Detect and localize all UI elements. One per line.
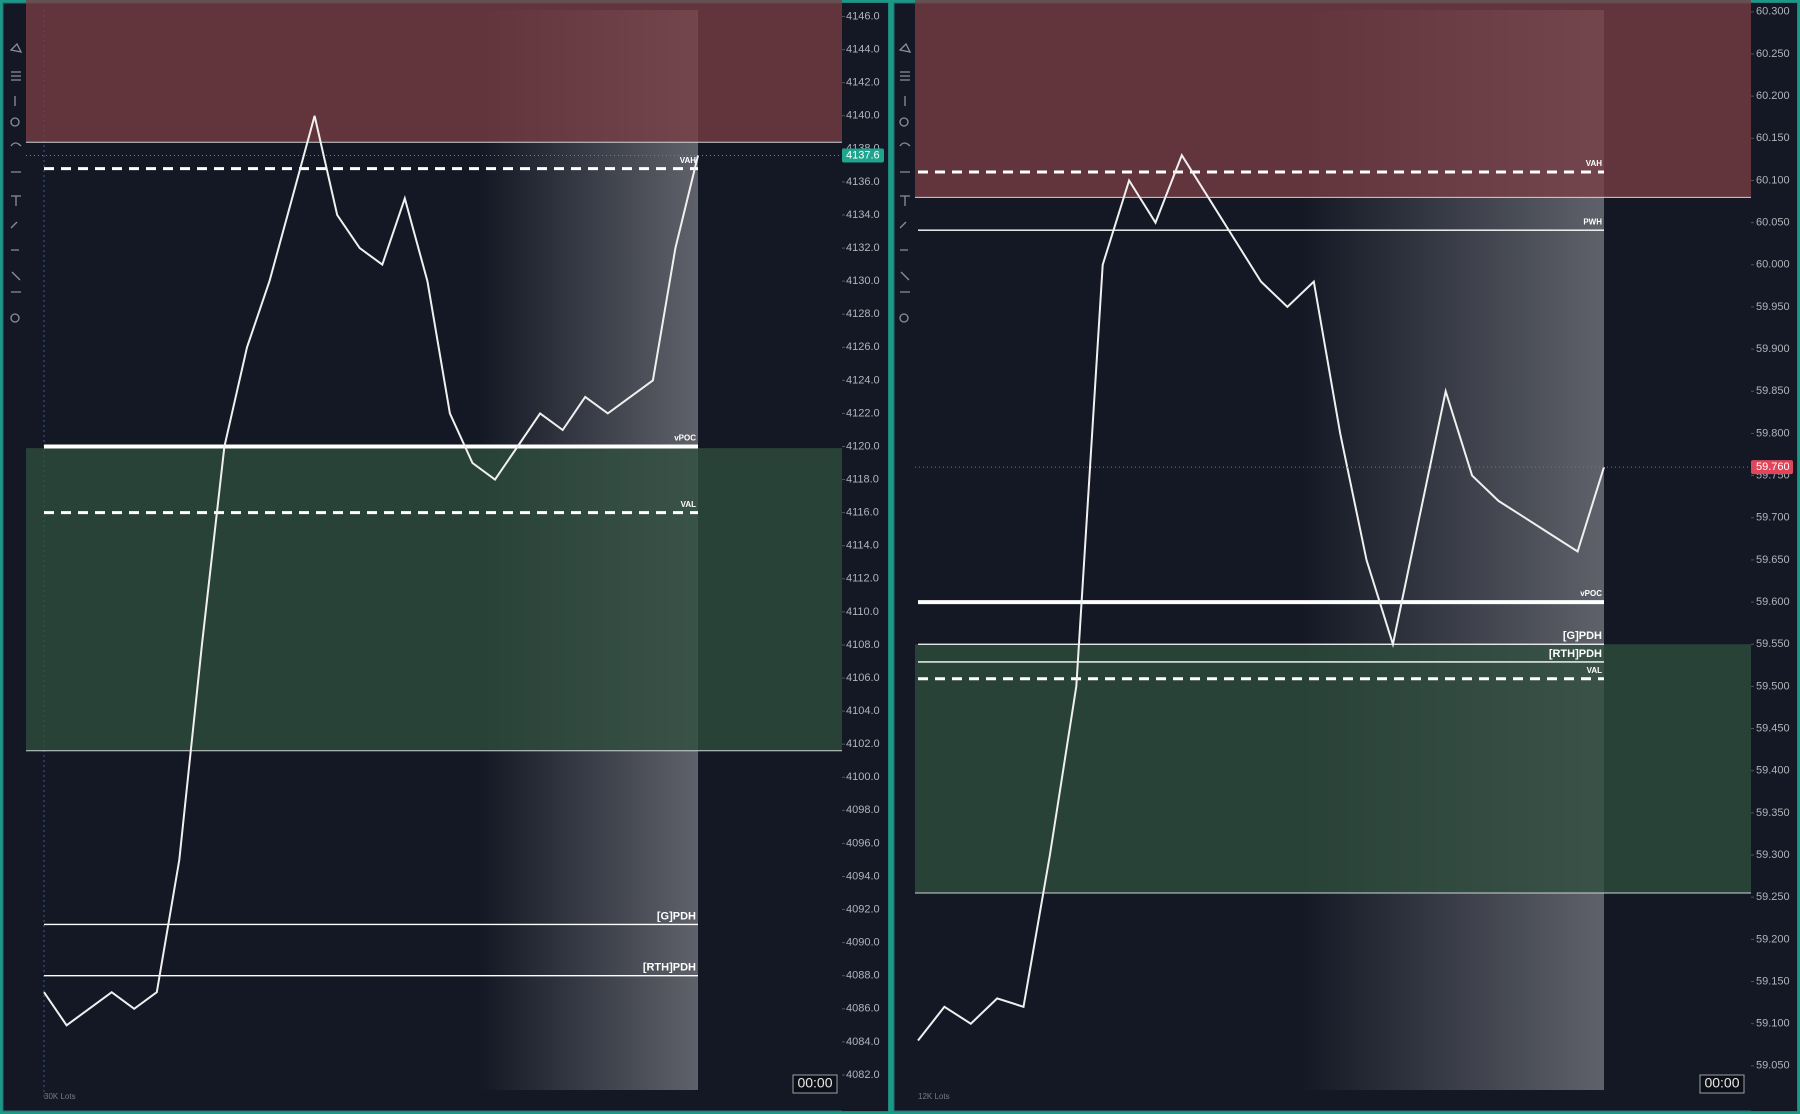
price-line xyxy=(917,152,1605,1042)
price-line xyxy=(43,115,699,1027)
y-tick-label: 59.850 xyxy=(1756,385,1790,397)
value-zone xyxy=(26,0,842,143)
y-tick-label: 4092.0 xyxy=(846,903,880,915)
clock: 00:00 xyxy=(1704,1075,1739,1091)
level-label: vPOC xyxy=(674,434,696,443)
y-tick-label: 4084.0 xyxy=(846,1036,880,1048)
y-tick-label: 4108.0 xyxy=(846,639,880,651)
y-tick-label: 4104.0 xyxy=(846,705,880,717)
y-tick-label: 59.700 xyxy=(1756,512,1790,524)
y-tick-label: 4088.0 xyxy=(846,970,880,982)
y-tick-label: 4130.0 xyxy=(846,275,880,287)
level-label: [G]PDH xyxy=(1563,630,1602,642)
y-tick-label: 60.250 xyxy=(1756,48,1790,60)
value-zone xyxy=(26,448,842,751)
last-price-box xyxy=(842,148,884,163)
y-tick-label: 4140.0 xyxy=(846,110,880,122)
y-tick-label: 59.400 xyxy=(1756,765,1790,777)
y-tick-label: 59.550 xyxy=(1756,638,1790,650)
clock-box xyxy=(792,1074,838,1094)
y-tick-label: 60.100 xyxy=(1756,174,1790,186)
y-tick-label: 4116.0 xyxy=(846,507,879,519)
y-tick-label: 4106.0 xyxy=(846,672,880,684)
y-tick-label: 4122.0 xyxy=(846,407,880,419)
last-price-box xyxy=(1751,460,1793,475)
y-tick-label: 59.200 xyxy=(1756,933,1790,945)
y-tick-label: 4098.0 xyxy=(846,804,880,816)
volume-unit: 30K Lots xyxy=(44,1092,76,1101)
toolbar-icons[interactable] xyxy=(9,42,23,323)
y-tick-label: 4142.0 xyxy=(846,77,880,89)
level-label: VAH xyxy=(1586,159,1603,168)
level-label: VAH xyxy=(680,156,697,165)
y-tick-label: 4102.0 xyxy=(846,738,880,750)
y-tick-label: 60.300 xyxy=(1756,6,1790,18)
y-tick-label: 60.200 xyxy=(1756,90,1790,102)
toolbar[interactable] xyxy=(899,20,911,320)
y-tick-label: 59.350 xyxy=(1756,807,1790,819)
y-tick-label: 4146.0 xyxy=(846,10,880,22)
y-tick-label: 59.950 xyxy=(1756,301,1790,313)
last-price-label: 4137.6 xyxy=(846,149,880,161)
y-tick-label: 59.150 xyxy=(1756,975,1790,987)
price-axis xyxy=(842,3,888,1111)
y-tick-label: 4136.0 xyxy=(846,176,880,188)
y-tick-label: 59.800 xyxy=(1756,427,1790,439)
y-tick-label: 4086.0 xyxy=(846,1003,880,1015)
y-tick-label: 60.150 xyxy=(1756,132,1790,144)
level-label: VAL xyxy=(1587,666,1603,675)
y-tick-label: 4144.0 xyxy=(846,44,880,56)
y-tick-label: 4132.0 xyxy=(846,242,880,254)
y-tick-label: 4126.0 xyxy=(846,341,880,353)
y-tick-label: 4124.0 xyxy=(846,374,880,386)
y-tick-label: 4120.0 xyxy=(846,440,880,452)
y-tick-label: 4110.0 xyxy=(846,606,879,618)
y-tick-label: 4114.0 xyxy=(846,540,879,552)
y-tick-label: 60.050 xyxy=(1756,217,1790,229)
clock: 00:00 xyxy=(797,1075,832,1091)
level-label: [RTH]PDH xyxy=(1549,648,1602,660)
toolbar-icons[interactable] xyxy=(898,42,912,323)
y-tick-label: 4096.0 xyxy=(846,837,880,849)
y-tick-label: 60.000 xyxy=(1756,259,1790,271)
y-tick-label: 4112.0 xyxy=(846,573,879,585)
y-tick-label: 59.100 xyxy=(1756,1018,1790,1030)
y-tick-label: 59.650 xyxy=(1756,554,1790,566)
y-tick-label: 4094.0 xyxy=(846,870,880,882)
y-tick-label: 4082.0 xyxy=(846,1069,880,1081)
y-tick-label: 59.300 xyxy=(1756,849,1790,861)
y-tick-label: 59.600 xyxy=(1756,596,1790,608)
level-label: vPOC xyxy=(1580,589,1602,598)
y-tick-label: 59.450 xyxy=(1756,722,1790,734)
y-tick-label: 59.900 xyxy=(1756,343,1790,355)
value-zone xyxy=(915,644,1751,893)
value-zone xyxy=(915,0,1751,198)
price-axis xyxy=(1751,3,1797,1111)
y-tick-label: 4090.0 xyxy=(846,937,880,949)
clock-box xyxy=(1699,1074,1745,1094)
y-tick-label: 4128.0 xyxy=(846,308,880,320)
last-price-label: 59.760 xyxy=(1756,461,1790,473)
level-label: [RTH]PDH xyxy=(643,962,696,974)
y-tick-label: 4118.0 xyxy=(846,473,879,485)
level-label: VAL xyxy=(681,500,697,509)
volume-unit: 12K Lots xyxy=(918,1092,950,1101)
y-tick-label: 4134.0 xyxy=(846,209,880,221)
level-label: [G]PDH xyxy=(657,910,696,922)
toolbar[interactable] xyxy=(9,20,21,320)
y-tick-label: 59.250 xyxy=(1756,891,1790,903)
y-tick-label: 4100.0 xyxy=(846,771,880,783)
y-tick-label: 59.500 xyxy=(1756,680,1790,692)
level-label: PWH xyxy=(1583,217,1602,226)
y-tick-label: 59.050 xyxy=(1756,1060,1790,1072)
